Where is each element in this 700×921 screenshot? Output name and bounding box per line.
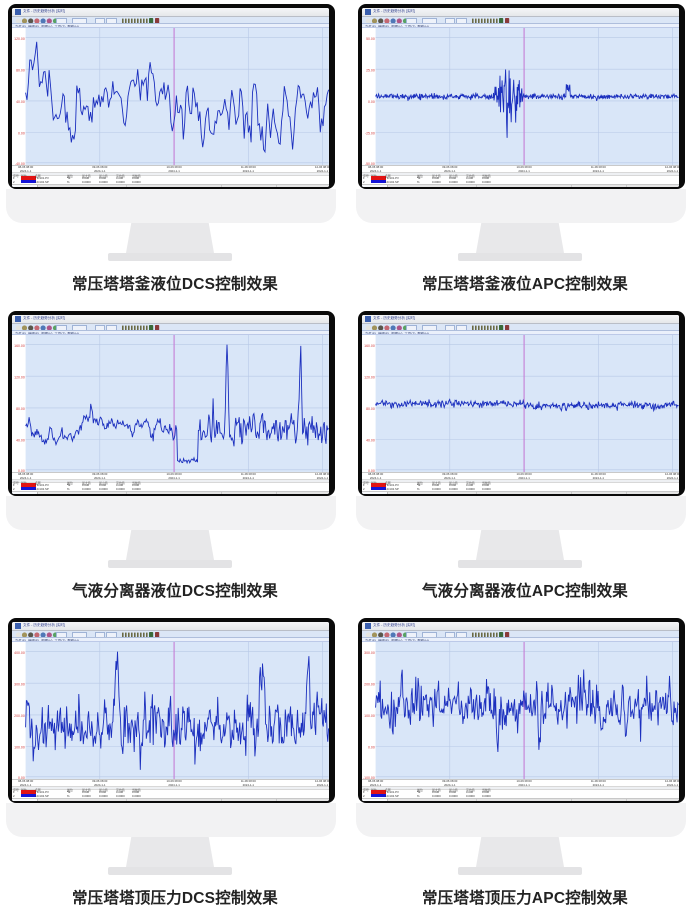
svg-text:160.00: 160.00 <box>364 343 375 347</box>
svg-text:80.00: 80.00 <box>366 407 375 411</box>
svg-text:25.00: 25.00 <box>366 68 375 72</box>
svg-text:40.00: 40.00 <box>366 438 375 442</box>
svg-text:200.00: 200.00 <box>14 714 25 718</box>
svg-text:120.00: 120.00 <box>364 375 375 379</box>
svg-text:300.00: 300.00 <box>14 682 25 686</box>
svg-text:400.00: 400.00 <box>14 650 25 654</box>
svg-text:40.00: 40.00 <box>16 438 25 442</box>
svg-text:100.00: 100.00 <box>364 714 375 718</box>
svg-text:-25.00: -25.00 <box>365 131 375 135</box>
svg-text:120.00: 120.00 <box>14 375 25 379</box>
svg-text:120.00: 120.00 <box>14 36 25 40</box>
svg-text:200.00: 200.00 <box>364 682 375 686</box>
svg-text:80.00: 80.00 <box>16 68 25 72</box>
svg-text:160.00: 160.00 <box>14 343 25 347</box>
svg-text:80.00: 80.00 <box>16 407 25 411</box>
svg-text:0.00: 0.00 <box>368 100 375 104</box>
svg-text:0.00: 0.00 <box>18 131 25 135</box>
svg-text:100.00: 100.00 <box>14 745 25 749</box>
svg-text:50.00: 50.00 <box>366 36 375 40</box>
svg-text:40.00: 40.00 <box>16 100 25 104</box>
svg-text:300.00: 300.00 <box>364 650 375 654</box>
svg-text:0.00: 0.00 <box>368 745 375 749</box>
